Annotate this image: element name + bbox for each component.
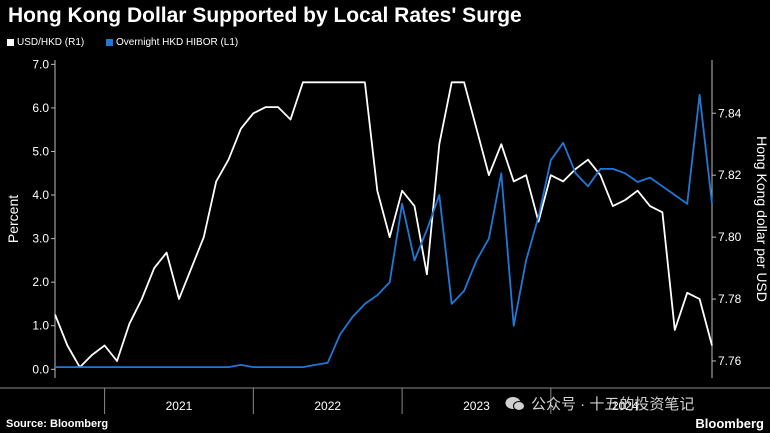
chart-axes: 0.0 1.0 2.0 3.0 4.0 5.0 6.0 7.0 7.76 7.78 7.80 7.82… [0,57,770,414]
right-tick-label: 7.78 [718,292,742,306]
left-tick-label: 3.0 [32,232,49,246]
x-tick-label: 2024 [612,399,639,413]
legend-swatch-usdhkd [7,39,14,46]
right-tick-label: 7.84 [718,106,742,120]
legend-swatch-hibor [106,39,113,46]
x-tick-label: 2022 [314,399,341,413]
right-tick-label: 7.82 [718,168,742,182]
x-tick-label: 2023 [463,399,490,413]
watermark-text: 公众号 · 十五的投资笔记 [531,396,695,413]
source-note: Source: Bloomberg [6,418,109,430]
chart-title: Hong Kong Dollar Supported by Local Rate… [8,4,522,27]
left-tick-label: 2.0 [32,275,49,289]
wechat-icon [505,396,525,411]
watermark: 公众号 · 十五的投资笔记 [505,393,694,414]
left-axis-title: Percent [5,195,21,243]
left-tick-label: 5.0 [32,144,49,158]
x-tick-label: 2021 [166,399,193,413]
legend-item-hibor: Overnight HKD HIBOR (L1) [106,37,238,48]
left-tick-label: 0.0 [32,362,49,376]
left-tick-label: 6.0 [32,101,49,115]
right-axis-title: Hong Kong dollar per USD [754,136,770,302]
left-tick-label: 7.0 [32,57,49,71]
brand-logo: Bloomberg [695,416,764,431]
legend-label-usdhkd: USD/HKD (R1) [17,37,85,48]
left-tick-label: 4.0 [32,188,49,202]
legend-item-usdhkd: USD/HKD (R1) [7,37,84,48]
right-tick-label: 7.80 [718,230,742,244]
chart-series [54,81,713,369]
usdhkd-series-line [54,81,713,369]
legend-label-hibor: Overnight HKD HIBOR (L1) [116,37,239,48]
left-tick-label: 1.0 [32,319,49,333]
right-tick-label: 7.76 [718,354,742,368]
hibor-series-line [55,93,713,369]
